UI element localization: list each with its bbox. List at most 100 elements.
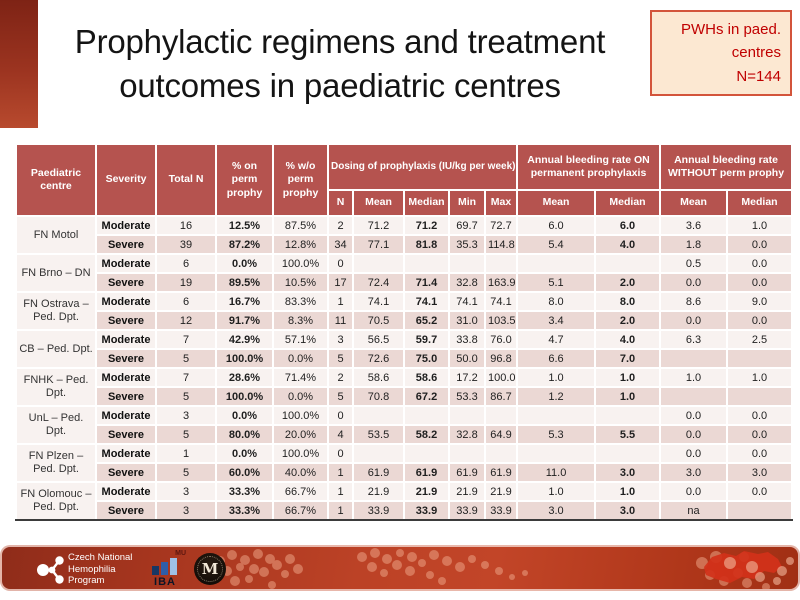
- data-cell: [403, 443, 450, 464]
- severity-cell: Moderate: [95, 215, 157, 236]
- data-cell: 3: [155, 500, 217, 521]
- data-cell: 1.2: [516, 386, 597, 407]
- centre-cell: FN Ostrava – Ped. Dpt.: [15, 291, 97, 331]
- pwh-count-badge: PWHs in paed. centres N=144: [650, 10, 792, 96]
- data-cell: 58.6: [403, 367, 450, 388]
- data-cell: [403, 253, 450, 274]
- data-cell: 0.0: [659, 310, 729, 331]
- data-cell: [352, 405, 405, 426]
- group-header-dosing: Dosing of prophylaxis (IU/kg per week): [326, 143, 519, 191]
- col-header-centre: Paediatric centre: [15, 143, 97, 217]
- centre-cell: FN Motol: [15, 215, 97, 255]
- data-cell: 12: [155, 310, 217, 331]
- data-cell: [594, 253, 662, 274]
- data-cell: [726, 386, 794, 407]
- data-cell: 0.0%: [272, 348, 329, 369]
- title-line-1: Prophylactic regimens and treatment: [74, 23, 606, 60]
- table-row: FNHK – Ped. Dpt. Moderate 7 28.6% 71.4% 2 58.6…: [15, 367, 794, 407]
- data-cell: 87.2%: [215, 234, 274, 255]
- data-cell: 56.5: [352, 329, 405, 350]
- sub-header-row: N Mean Median Min Max Mean Median Mean M…: [16, 189, 794, 217]
- data-cell: 0.0: [726, 405, 794, 426]
- data-cell: 66.7%: [272, 500, 329, 521]
- data-cell: [594, 405, 662, 426]
- data-cell: 75.0: [403, 348, 450, 369]
- data-cell: 6: [155, 291, 217, 312]
- data-cell: 5: [327, 348, 354, 369]
- table-row: UnL – Ped. Dpt. Moderate 3 0.0% 100.0% 0 0.0 0.…: [15, 405, 794, 445]
- data-cell: 3: [155, 405, 217, 426]
- data-cell: 33.9: [448, 500, 486, 521]
- data-cell: 3.0: [516, 500, 597, 521]
- data-cell: 89.5%: [215, 272, 274, 293]
- data-cell: 21.9: [483, 481, 519, 502]
- data-cell: [516, 443, 597, 464]
- data-cell: 61.9: [448, 462, 486, 483]
- badge-line-2: centres: [731, 44, 781, 62]
- data-cell: 32.8: [448, 272, 486, 293]
- severity-cell: Severe: [95, 234, 157, 255]
- data-cell: 100.0: [483, 367, 519, 388]
- data-cell: [352, 253, 405, 274]
- data-cell: 6.6: [516, 348, 597, 369]
- table-row: CB – Ped. Dpt. Moderate 7 42.9% 57.1% 3 56.5 59…: [15, 329, 794, 369]
- data-cell: 0: [327, 253, 354, 274]
- data-cell: 53.5: [352, 424, 405, 445]
- data-cell: 1.0: [594, 481, 662, 502]
- data-cell: 42.9%: [215, 329, 274, 350]
- severity-cell: Moderate: [95, 367, 157, 388]
- data-cell: 0.0%: [272, 386, 329, 407]
- data-cell: 80.0%: [215, 424, 274, 445]
- data-cell: 12.5%: [215, 215, 274, 236]
- data-cell: 6.3: [659, 329, 729, 350]
- data-cell: 71.4%: [272, 367, 329, 388]
- hemophilia-program-label: Czech National Hemophilia Program: [68, 552, 132, 587]
- severity-cell: Severe: [95, 424, 157, 445]
- data-cell: [726, 348, 794, 369]
- slide-accent-bar: [0, 0, 38, 128]
- data-cell: 2.0: [594, 310, 662, 331]
- data-cell: [448, 253, 486, 274]
- data-cell: 4.0: [594, 329, 662, 350]
- data-cell: 1.0: [659, 367, 729, 388]
- data-cell: 5.3: [516, 424, 597, 445]
- data-cell: [448, 443, 486, 464]
- data-cell: 21.9: [448, 481, 486, 502]
- data-cell: 5.4: [516, 234, 597, 255]
- data-cell: 6.0: [516, 215, 597, 236]
- data-cell: 0: [327, 443, 354, 464]
- group-header-abr-wo: Annual bleeding rate WITHOUT perm prophy: [659, 143, 794, 191]
- data-cell: 6: [155, 253, 217, 274]
- data-cell: 69.7: [448, 215, 486, 236]
- data-cell: 0.0: [726, 443, 794, 464]
- data-cell: 4.0: [594, 234, 662, 255]
- data-cell: 1.0: [516, 367, 597, 388]
- data-cell: 60.0%: [215, 462, 274, 483]
- data-cell: 61.9: [483, 462, 519, 483]
- page-title: Prophylactic regimens and treatment outc…: [34, 20, 646, 107]
- data-cell: 77.1: [352, 234, 405, 255]
- data-cell: 8.6: [659, 291, 729, 312]
- data-cell: 1.8: [659, 234, 729, 255]
- data-cell: 0.0: [726, 481, 794, 502]
- data-cell: 2.5: [726, 329, 794, 350]
- data-cell: 7: [155, 367, 217, 388]
- data-cell: 9.0: [726, 291, 794, 312]
- data-cell: 3.4: [516, 310, 597, 331]
- sub-header-abr-on-mean: Mean: [516, 189, 597, 217]
- data-cell: 0.0: [726, 310, 794, 331]
- data-cell: 28.6%: [215, 367, 274, 388]
- data-cell: 3.0: [726, 462, 794, 483]
- table-row: FN Plzen – Ped. Dpt. Moderate 1 0.0% 100.0% 0…: [15, 443, 794, 483]
- data-cell: 58.2: [403, 424, 450, 445]
- severity-cell: Moderate: [95, 329, 157, 350]
- centre-cell: UnL – Ped. Dpt.: [15, 405, 97, 445]
- data-cell: 3.0: [594, 462, 662, 483]
- data-cell: 35.3: [448, 234, 486, 255]
- data-cell: 10.5%: [272, 272, 329, 293]
- data-cell: 11: [327, 310, 354, 331]
- data-cell: 0: [327, 405, 354, 426]
- data-cell: 4.7: [516, 329, 597, 350]
- sub-header-abr-wo-mean: Mean: [659, 189, 729, 217]
- data-cell: 100.0%: [272, 405, 329, 426]
